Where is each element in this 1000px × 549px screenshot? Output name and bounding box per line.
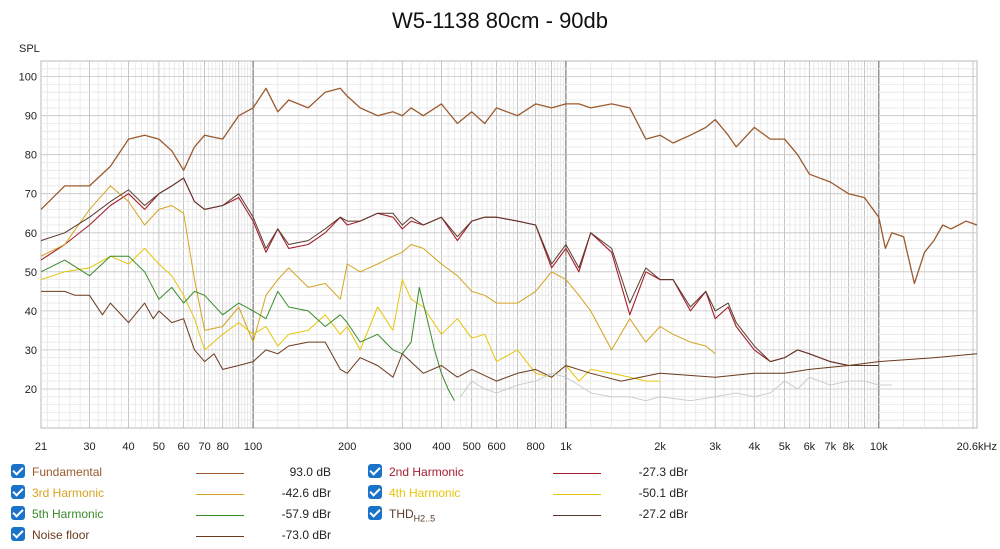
x-tick-label: 800 xyxy=(526,441,544,453)
legend-checkbox[interactable] xyxy=(11,506,25,520)
chart-title: W5-1138 80cm - 90db xyxy=(391,8,609,33)
x-tick-label: 50 xyxy=(153,441,165,453)
x-tick-label: 8k xyxy=(843,441,855,453)
legend-value: -42.6 dBr xyxy=(281,486,331,500)
curve-h5 xyxy=(40,255,455,401)
legend-label-subscript: H2..5 xyxy=(413,513,436,524)
legend-swatch xyxy=(553,515,601,516)
legend-label: 3rd Harmonic xyxy=(32,486,105,500)
y-tick-label: 100 xyxy=(19,72,37,84)
x-tick-label: 30 xyxy=(83,441,95,453)
legend-swatch xyxy=(196,473,244,474)
y-tick-label: 30 xyxy=(25,345,37,357)
x-tick-label: 4k xyxy=(748,441,760,453)
y-axis-label: SPL xyxy=(19,43,40,55)
legend-label: Noise floor xyxy=(32,528,90,542)
legend-checkbox[interactable] xyxy=(11,527,25,541)
x-tick-label: 70 xyxy=(198,441,210,453)
curve-noise xyxy=(41,290,978,382)
y-tick-label: 20 xyxy=(25,384,37,396)
x-tick-label: 2k xyxy=(654,441,666,453)
legend-checkbox[interactable] xyxy=(368,506,382,520)
legend-label: Fundamental xyxy=(32,465,103,479)
y-tick-label: 40 xyxy=(25,306,37,318)
legend-value: -73.0 dBr xyxy=(281,528,331,542)
x-tick-label: 21 xyxy=(35,441,47,453)
legend-item: Fundamental 93.0 dB xyxy=(11,462,351,482)
x-tick-label: 3k xyxy=(709,441,721,453)
legend-checkbox[interactable] xyxy=(368,464,382,478)
legend-item: THDH2..5 -27.2 dBr xyxy=(368,504,708,524)
legend-value: -50.1 dBr xyxy=(638,486,688,500)
curves xyxy=(40,87,978,402)
legend-checkbox[interactable] xyxy=(11,464,25,478)
legend-value: -27.2 dBr xyxy=(638,507,688,521)
curve-fund xyxy=(40,87,978,285)
legend-checkbox[interactable] xyxy=(368,485,382,499)
x-tick-label: 7k xyxy=(825,441,837,453)
legend-swatch xyxy=(553,494,601,495)
legend-swatch xyxy=(196,494,244,495)
y-tick-label: 60 xyxy=(25,228,37,240)
x-tick-label: 300 xyxy=(393,441,411,453)
y-tick-label: 90 xyxy=(25,111,37,123)
x-tick-label: 20.6kHz xyxy=(957,441,997,453)
curve-gray xyxy=(460,372,892,402)
x-tick-label: 5k xyxy=(779,441,791,453)
x-tick-label: 400 xyxy=(432,441,450,453)
legend-item: 4th Harmonic -50.1 dBr xyxy=(368,483,708,503)
y-tick-label: 80 xyxy=(25,150,37,162)
x-tick-label: 500 xyxy=(463,441,481,453)
legend-swatch xyxy=(196,515,244,516)
legend-swatch xyxy=(196,536,244,537)
y-tick-label: 70 xyxy=(25,189,37,201)
legend-item: 5th Harmonic -57.9 dBr xyxy=(11,504,351,524)
x-tick-label: 100 xyxy=(244,441,262,453)
x-tick-label: 1k xyxy=(560,441,572,453)
x-tick-label: 10k xyxy=(870,441,888,453)
legend: Fundamental 93.0 dB 3rd Harmonic -42.6 dBr 5… xyxy=(0,458,1000,549)
x-tick-label: 40 xyxy=(122,441,134,453)
spl-chart: 20 30 40 50 60 70 80 90 100 SPL 21 30 40 50 60 70 80 100 2… xyxy=(19,43,997,453)
grid xyxy=(40,60,978,429)
legend-value: -27.3 dBr xyxy=(638,465,688,479)
x-tick-label: 80 xyxy=(217,441,229,453)
y-tick-label: 50 xyxy=(25,267,37,279)
curve-h3 xyxy=(40,185,716,355)
x-tick-label: 60 xyxy=(178,441,190,453)
x-tick-label: 200 xyxy=(338,441,356,453)
legend-item: Noise floor -73.0 dBr xyxy=(11,525,351,545)
legend-label: 4th Harmonic xyxy=(389,486,461,500)
legend-label: THDH2..5 xyxy=(389,507,436,524)
x-tick-label: 6k xyxy=(804,441,816,453)
legend-item: 2nd Harmonic -27.3 dBr xyxy=(368,462,708,482)
axes: 20 30 40 50 60 70 80 90 100 SPL 21 30 40 50 60 70 80 100 2… xyxy=(19,43,997,453)
x-tick-label: 600 xyxy=(487,441,505,453)
legend-item: 3rd Harmonic -42.6 dBr xyxy=(11,483,351,503)
legend-value: -57.9 dBr xyxy=(281,507,331,521)
legend-swatch xyxy=(553,473,601,474)
legend-checkbox[interactable] xyxy=(11,485,25,499)
legend-label: 2nd Harmonic xyxy=(389,465,464,479)
legend-value: 93.0 dB xyxy=(289,465,331,479)
legend-label: 5th Harmonic xyxy=(32,507,104,521)
curve-thd xyxy=(40,177,879,366)
